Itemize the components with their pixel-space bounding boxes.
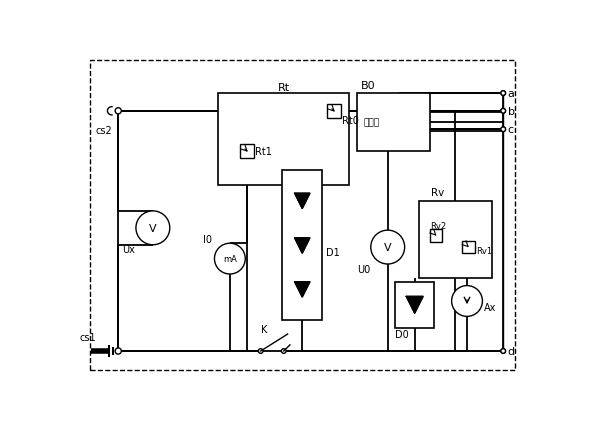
Text: V: V bbox=[384, 243, 392, 252]
Text: I0: I0 bbox=[203, 235, 212, 245]
Text: mA: mA bbox=[223, 255, 237, 264]
Text: 变送器: 变送器 bbox=[363, 118, 379, 127]
Text: cs2: cs2 bbox=[95, 126, 112, 136]
Text: Rv1: Rv1 bbox=[476, 247, 493, 256]
Circle shape bbox=[501, 349, 506, 353]
Polygon shape bbox=[406, 297, 423, 313]
Text: c: c bbox=[508, 125, 514, 135]
Bar bbox=[462, 241, 475, 254]
Text: U0: U0 bbox=[357, 264, 370, 274]
Text: Rv: Rv bbox=[431, 187, 444, 197]
Text: Rt0: Rt0 bbox=[342, 116, 359, 126]
Text: K: K bbox=[261, 325, 267, 335]
Text: b: b bbox=[508, 107, 515, 117]
Bar bbox=[418, 201, 491, 278]
Bar bbox=[218, 94, 349, 186]
Text: Rv2: Rv2 bbox=[430, 221, 446, 230]
Circle shape bbox=[136, 212, 170, 245]
Text: B0: B0 bbox=[361, 81, 375, 91]
Bar bbox=[430, 230, 443, 242]
Circle shape bbox=[115, 348, 121, 354]
Circle shape bbox=[371, 230, 405, 264]
Text: Rt: Rt bbox=[278, 83, 290, 93]
Circle shape bbox=[501, 109, 506, 114]
Circle shape bbox=[501, 109, 506, 114]
Bar bbox=[327, 104, 341, 118]
Polygon shape bbox=[295, 238, 310, 254]
Text: Rt1: Rt1 bbox=[255, 147, 272, 157]
Text: cs1: cs1 bbox=[80, 332, 96, 342]
Circle shape bbox=[281, 349, 286, 353]
Circle shape bbox=[258, 349, 263, 353]
Circle shape bbox=[214, 244, 245, 274]
Text: Ax: Ax bbox=[484, 302, 496, 313]
Circle shape bbox=[115, 108, 121, 114]
Circle shape bbox=[452, 286, 483, 316]
Polygon shape bbox=[295, 194, 310, 209]
Bar bbox=[240, 144, 253, 158]
Text: d: d bbox=[508, 346, 515, 356]
Text: a: a bbox=[508, 89, 515, 99]
Text: Ux: Ux bbox=[122, 245, 135, 255]
Circle shape bbox=[501, 349, 506, 353]
Text: D1: D1 bbox=[326, 248, 340, 258]
Circle shape bbox=[501, 128, 506, 132]
Bar bbox=[396, 282, 434, 328]
Bar bbox=[282, 171, 322, 320]
Polygon shape bbox=[295, 282, 310, 298]
Bar bbox=[357, 94, 430, 151]
Text: D0: D0 bbox=[396, 329, 409, 339]
Circle shape bbox=[501, 92, 506, 96]
Circle shape bbox=[501, 128, 506, 132]
Text: V: V bbox=[149, 223, 156, 233]
Circle shape bbox=[501, 92, 506, 96]
